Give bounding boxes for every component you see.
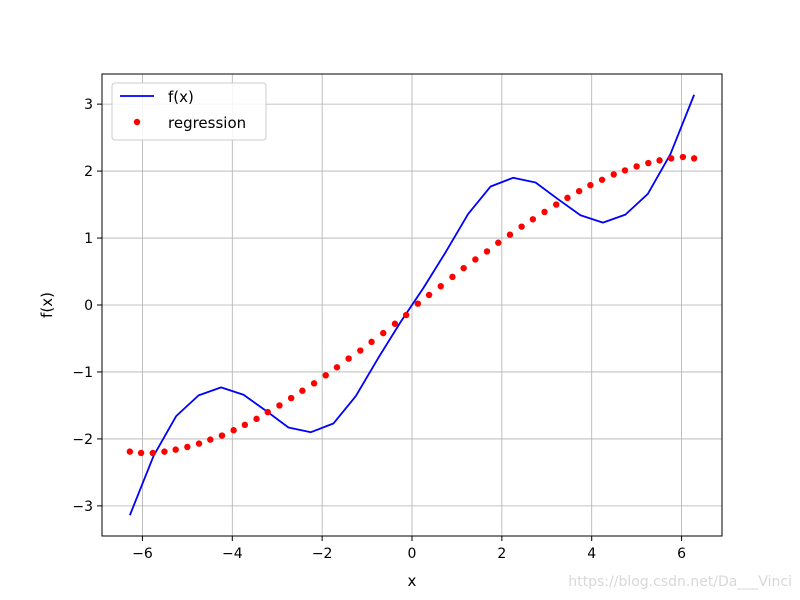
regression-point xyxy=(633,163,640,170)
regression-point xyxy=(575,187,583,195)
regression-point xyxy=(368,338,375,346)
series-line-fx xyxy=(129,94,695,516)
regression-point xyxy=(668,155,675,162)
regression-point xyxy=(437,283,444,290)
legend-point-swatch xyxy=(133,118,141,126)
regression-point xyxy=(610,171,617,178)
x-tick-label: 2 xyxy=(497,546,506,562)
regression-point xyxy=(137,449,145,457)
y-tick-label: 1 xyxy=(84,231,93,247)
regression-point xyxy=(310,380,318,387)
regression-point xyxy=(207,436,214,443)
regression-point xyxy=(276,402,283,409)
regression-point xyxy=(126,448,134,455)
regression-point xyxy=(414,300,422,307)
regression-point xyxy=(195,440,203,447)
x-tick-label: −4 xyxy=(222,546,243,562)
regression-point xyxy=(241,421,249,429)
regression-point xyxy=(645,159,652,167)
regression-point xyxy=(149,449,156,457)
regression-point xyxy=(380,329,387,337)
y-tick-label: 0 xyxy=(84,298,93,314)
y-tick-label: −2 xyxy=(72,432,93,448)
regression-point xyxy=(218,432,226,439)
legend-box xyxy=(111,82,267,141)
y-tick-label: 3 xyxy=(84,97,93,113)
regression-point xyxy=(172,446,179,453)
y-tick-label: −3 xyxy=(72,499,93,515)
regression-point xyxy=(402,311,410,319)
regression-point xyxy=(391,320,399,327)
regression-point xyxy=(299,387,306,394)
regression-point xyxy=(506,231,514,238)
regression-point xyxy=(483,248,491,255)
regression-point xyxy=(621,167,629,174)
regression-point xyxy=(541,208,548,216)
regression-point xyxy=(345,355,352,362)
regression-point xyxy=(287,394,295,402)
regression-point xyxy=(495,239,502,246)
regression-point xyxy=(529,216,537,223)
regression-point xyxy=(230,427,237,434)
regression-point xyxy=(264,408,271,416)
regression-point xyxy=(161,448,168,455)
legend-label-regression: regression xyxy=(168,114,246,132)
x-tick-label: 4 xyxy=(587,546,596,562)
regression-point xyxy=(253,415,260,423)
y-axis-label: f(x) xyxy=(38,292,56,318)
regression-point xyxy=(322,372,329,379)
x-tick-label: 6 xyxy=(677,546,686,562)
regression-point xyxy=(472,256,479,263)
regression-point xyxy=(656,157,663,164)
regression-point xyxy=(564,194,571,202)
y-tick-label: −1 xyxy=(72,365,93,381)
regression-point xyxy=(460,264,467,272)
regression-point xyxy=(357,347,364,354)
x-tick-label: −2 xyxy=(312,546,333,562)
regression-point xyxy=(690,155,698,162)
x-tick-label: −6 xyxy=(132,546,153,562)
legend-label-fx: f(x) xyxy=(168,88,194,106)
regression-point xyxy=(449,273,456,281)
regression-point xyxy=(425,291,433,299)
regression-point xyxy=(553,201,560,208)
x-axis-label: x xyxy=(408,572,417,590)
regression-point xyxy=(587,181,594,189)
regression-point xyxy=(333,364,341,371)
regression-point xyxy=(598,176,606,183)
regression-point xyxy=(184,443,191,451)
x-tick-label: 0 xyxy=(408,546,417,562)
regression-point xyxy=(518,223,525,230)
y-tick-label: 2 xyxy=(84,164,93,180)
regression-point xyxy=(679,153,687,161)
watermark-text: https://blog.csdn.net/Da___Vinci xyxy=(568,574,792,590)
